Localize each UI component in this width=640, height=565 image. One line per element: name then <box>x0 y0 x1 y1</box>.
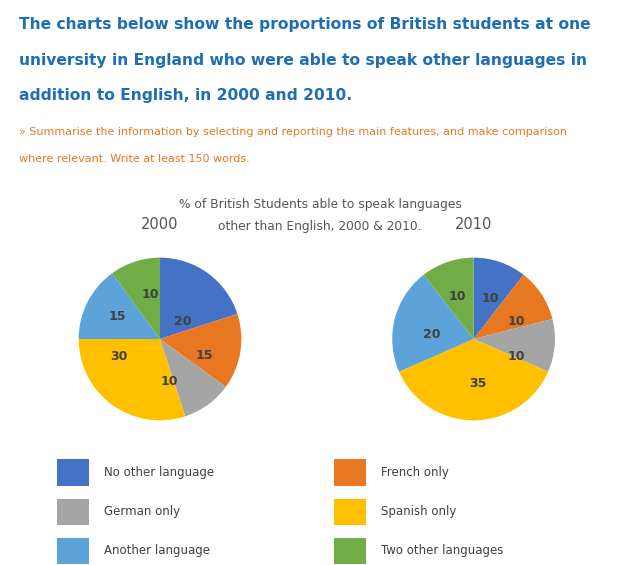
Text: Spanish only: Spanish only <box>381 505 456 518</box>
Text: 15: 15 <box>196 349 214 362</box>
Text: 30: 30 <box>111 350 128 363</box>
FancyBboxPatch shape <box>334 459 366 485</box>
Text: 10: 10 <box>161 375 179 388</box>
Text: 20: 20 <box>422 328 440 341</box>
Text: where relevant. Write at least 150 words.: where relevant. Write at least 150 words… <box>19 154 250 164</box>
Wedge shape <box>392 275 474 372</box>
FancyBboxPatch shape <box>57 538 90 564</box>
Text: Another language: Another language <box>104 544 210 557</box>
Text: % of British Students able to speak languages: % of British Students able to speak lang… <box>179 198 461 211</box>
Wedge shape <box>160 339 226 416</box>
FancyBboxPatch shape <box>334 538 366 564</box>
FancyBboxPatch shape <box>57 459 90 485</box>
Wedge shape <box>79 339 185 420</box>
Text: 15: 15 <box>109 310 127 323</box>
Wedge shape <box>399 339 548 420</box>
Wedge shape <box>79 273 160 339</box>
Text: » Summarise the information by selecting and reporting the main features, and ma: » Summarise the information by selecting… <box>19 127 567 137</box>
Wedge shape <box>474 275 552 339</box>
Text: The charts below show the proportions of British students at one: The charts below show the proportions of… <box>19 17 591 32</box>
Title: 2010: 2010 <box>455 217 492 232</box>
Text: French only: French only <box>381 466 449 479</box>
Text: university in England who were able to speak other languages in: university in England who were able to s… <box>19 53 588 68</box>
Text: 20: 20 <box>174 315 191 328</box>
Text: 10: 10 <box>141 288 159 301</box>
Text: 10: 10 <box>507 315 525 328</box>
Text: 35: 35 <box>469 377 486 390</box>
Wedge shape <box>474 319 555 372</box>
Wedge shape <box>474 258 524 339</box>
Wedge shape <box>160 258 237 339</box>
Title: 2000: 2000 <box>141 217 179 232</box>
Text: Two other languages: Two other languages <box>381 544 503 557</box>
Text: 10: 10 <box>449 290 466 303</box>
FancyBboxPatch shape <box>57 498 90 525</box>
Text: No other language: No other language <box>104 466 214 479</box>
Wedge shape <box>112 258 160 339</box>
Text: 10: 10 <box>507 350 525 363</box>
Text: 10: 10 <box>481 292 499 305</box>
FancyBboxPatch shape <box>334 498 366 525</box>
Text: German only: German only <box>104 505 180 518</box>
Text: other than English, 2000 & 2010.: other than English, 2000 & 2010. <box>218 220 422 233</box>
Wedge shape <box>424 258 474 339</box>
Text: addition to English, in 2000 and 2010.: addition to English, in 2000 and 2010. <box>19 88 353 103</box>
Wedge shape <box>160 314 241 387</box>
